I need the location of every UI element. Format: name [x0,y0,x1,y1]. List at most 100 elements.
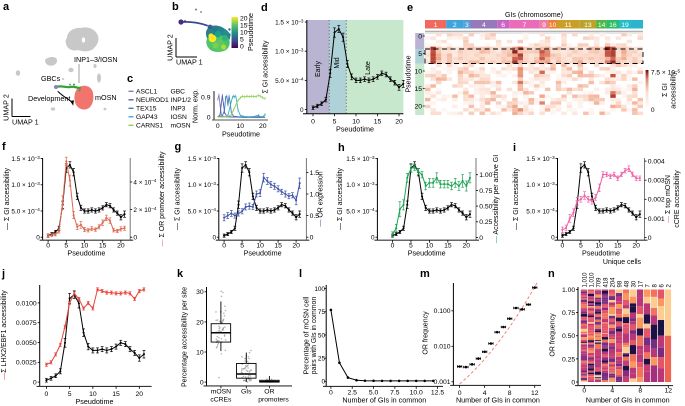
svg-text:50: 50 [318,332,326,339]
svg-text:INP1–3/IOSN: INP1–3/IOSN [74,55,118,64]
svg-text:m: m [420,268,430,280]
svg-text:20: 20 [292,243,300,250]
svg-text:1: 1 [434,22,438,29]
svg-text:Pseudotime: Pseudotime [408,249,446,258]
svg-text:4 × 10–4: 4 × 10–4 [133,178,157,186]
svg-text:2: 2 [667,284,673,288]
svg-text:10: 10 [196,349,204,356]
svg-text:NEUROD1: NEUROD1 [136,97,169,104]
svg-text:IOSN: IOSN [171,114,188,121]
svg-text:0: 0 [458,390,462,397]
svg-text:2: 2 [453,22,457,29]
svg-text:15: 15 [274,243,282,250]
svg-text:10: 10 [596,243,604,250]
svg-text:UMAP 2: UMAP 2 [2,94,11,121]
svg-text:15: 15 [614,243,622,250]
svg-text:10.0: 10.0 [410,390,423,397]
svg-text:mOSN: mOSN [95,93,117,102]
svg-text:15: 15 [240,23,248,30]
svg-text:0.100: 0.100 [434,308,451,315]
svg-text:1.00: 1.00 [479,172,492,179]
svg-text:20: 20 [414,103,422,110]
svg-text:0.0100: 0.0100 [16,300,37,307]
svg-text:Pseudotime: Pseudotime [76,397,114,406]
svg-text:709: 709 [597,277,603,288]
svg-text:7: 7 [646,284,652,288]
svg-text:Late: Late [365,61,372,75]
svg-text:Number of GIs in common: Number of GIs in common [342,396,426,405]
svg-text:OR frequency: OR frequency [550,313,557,357]
svg-text:0: 0 [582,388,586,395]
svg-text:1,010: 1,010 [590,272,596,288]
svg-text:17: 17 [639,280,645,287]
svg-text:0.50: 0.50 [479,204,492,211]
svg-text:5: 5 [68,391,72,398]
svg-text:10: 10 [81,243,89,250]
svg-text:6: 6 [501,22,505,29]
svg-text:5: 5 [418,51,422,58]
svg-text:0.010: 0.010 [434,344,451,351]
svg-text:0: 0 [561,243,565,250]
svg-text:10: 10 [352,118,360,125]
svg-text:— Accessibility per active GI: — Accessibility per active GI [493,155,500,243]
svg-text:0.002: 0.002 [648,197,665,204]
svg-text:— Σ top mOSN: — Σ top mOSN [665,175,672,223]
svg-text:8: 8 [638,388,642,395]
svg-text:— OR expression: — OR expression [318,171,325,226]
svg-text:cCREs: cCREs [210,397,232,404]
svg-text:0: 0 [371,235,375,242]
svg-text:16: 16 [609,22,617,29]
svg-text:0: 0 [311,118,315,125]
svg-text:4: 4 [483,390,487,397]
svg-text:GIs (chromosome): GIs (chromosome) [505,12,563,19]
svg-text:11: 11 [565,22,572,29]
svg-text:1.5 × 10–3: 1.5 × 10–3 [526,155,555,163]
svg-text:8: 8 [508,390,512,397]
svg-text:1,010: 1,010 [583,272,589,288]
svg-text:l: l [299,268,302,280]
svg-text:GBCs: GBCs [41,74,61,83]
svg-text:30: 30 [196,289,204,296]
svg-text:0: 0 [329,390,333,397]
svg-text:GIs: GIs [241,388,252,395]
svg-text:0.0025: 0.0025 [16,360,37,367]
svg-text:0.25: 0.25 [562,356,575,363]
svg-text:12.5: 12.5 [431,390,444,397]
svg-text:0: 0 [391,243,395,250]
svg-text:2.5: 2.5 [347,390,357,397]
svg-text:0.003: 0.003 [648,178,665,185]
svg-text:75: 75 [318,309,326,316]
svg-text:accessibility: accessibility [671,71,678,109]
svg-text:5.0 × 10–4: 5.0 × 10–4 [526,207,555,215]
svg-text:1.5 × 10–3: 1.5 × 10–3 [346,155,375,163]
svg-text:j: j [1,268,5,280]
svg-text:418: 418 [604,277,610,288]
svg-text:Mid: Mid [334,57,341,68]
svg-text:ASCL1: ASCL1 [136,89,157,96]
svg-text:— Σ GI accessibility: — Σ GI accessibility [175,168,182,230]
svg-text:5: 5 [64,243,68,250]
svg-text:13: 13 [584,22,592,29]
svg-text:Pseudotime: Pseudotime [244,249,282,258]
svg-text:1.0 × 10–3: 1.0 × 10–3 [346,181,375,189]
svg-text:10: 10 [414,68,422,75]
svg-text:15: 15 [414,86,422,93]
svg-text:0: 0 [45,391,49,398]
svg-text:h: h [338,142,345,154]
svg-text:mOSN: mOSN [171,123,191,130]
svg-text:20: 20 [136,391,144,398]
svg-text:20: 20 [463,243,471,250]
svg-text:1.0 × 10–3: 1.0 × 10–3 [11,181,40,189]
svg-text:5.0: 5.0 [369,390,379,397]
svg-text:INP1/2: INP1/2 [171,97,192,104]
svg-text:CARNS1: CARNS1 [136,123,163,130]
svg-text:15: 15 [444,243,452,250]
svg-text:0: 0 [207,115,211,122]
svg-text:25: 25 [318,356,326,363]
svg-text:5.0 × 10–4: 5.0 × 10–4 [11,207,40,215]
svg-text:30: 30 [632,280,638,287]
svg-text:1.5 × 10–3: 1.5 × 10–3 [275,18,304,26]
svg-text:10: 10 [549,22,557,29]
svg-text:Σ GI: Σ GI [662,83,669,97]
svg-text:Percentage of mOSN cell: Percentage of mOSN cell [304,296,311,374]
